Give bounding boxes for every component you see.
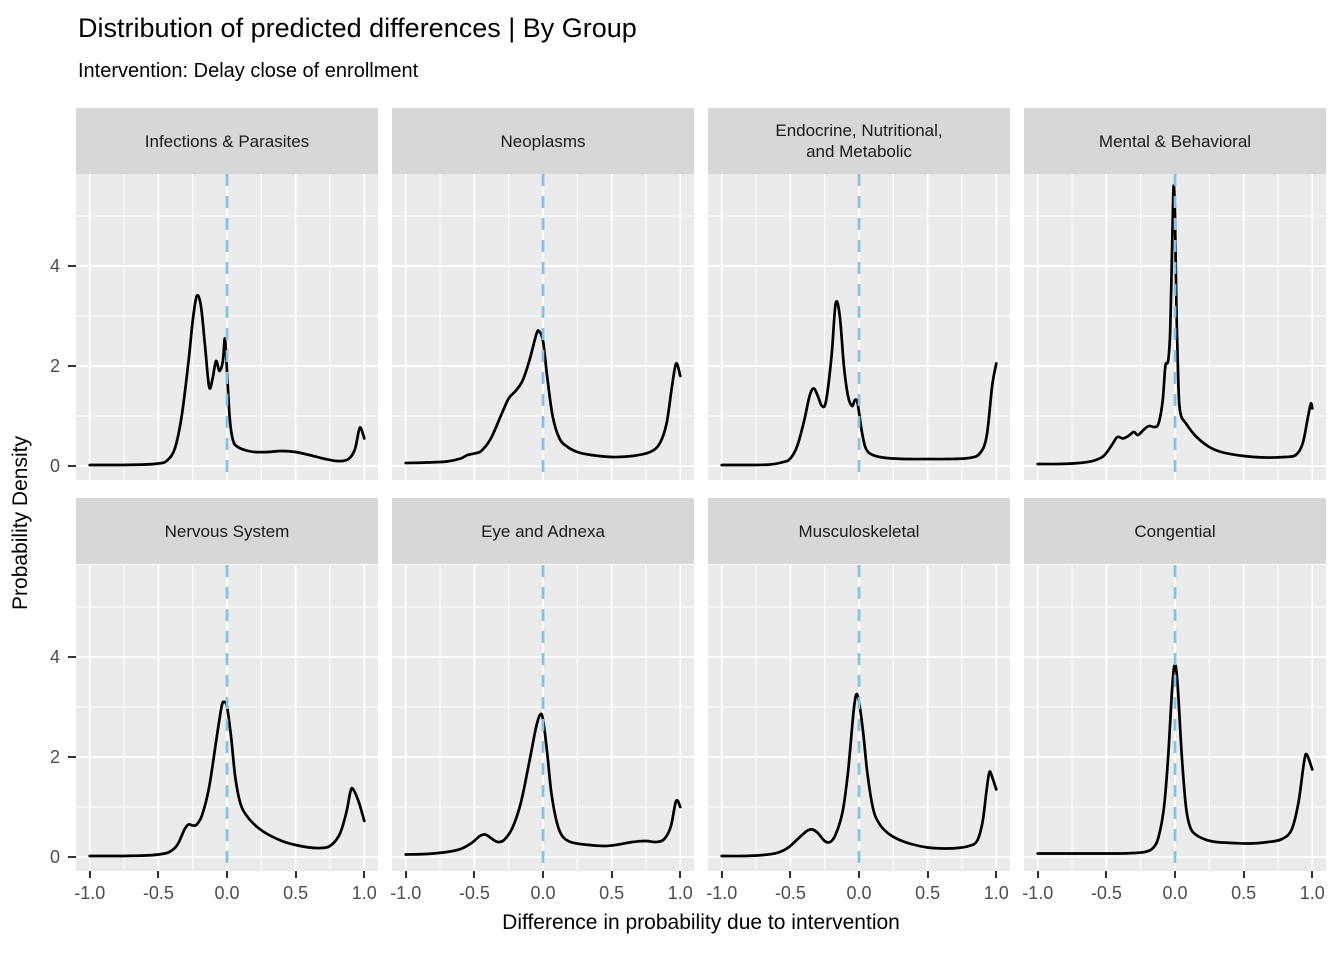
facet-strip-congential: Congential [1024, 498, 1326, 564]
x-tick-label: -0.5 [458, 883, 490, 903]
x-tick-label: 0.5 [1231, 883, 1257, 903]
x-tick-mark [294, 871, 297, 878]
x-tick-label: -1.0 [706, 883, 738, 903]
density-curve-mental-behavioral [1036, 183, 1314, 466]
x-tick-label: 0.5 [915, 883, 941, 903]
chart-title: Distribution of predicted differences | … [78, 13, 637, 43]
x-tick-mark [404, 871, 407, 878]
y-tick-mark [68, 656, 76, 658]
facet-panel-infections-parasites [76, 174, 378, 480]
facet-strip-infections-parasites: Infections & Parasites [76, 108, 378, 174]
facet-strip-label: Infections & Parasites [144, 131, 310, 151]
chart-subtitle: Intervention: Delay close of enrollment [78, 60, 419, 82]
facet-panel-mental-behavioral [1024, 174, 1326, 480]
y-tick-mark [68, 856, 76, 858]
facet-strip-label: Neoplasms [500, 131, 586, 151]
density-curve-nervous-system [88, 700, 366, 858]
facet-strip-label: Mental & Behavioral [1098, 131, 1252, 151]
x-tick-mark [789, 871, 792, 878]
y-tick-label: 4 [49, 647, 60, 667]
density-curve-infections-parasites [88, 293, 366, 467]
x-tick-label: 1.0 [983, 883, 1009, 903]
facet-strip-label: Congential [1134, 521, 1216, 541]
x-tick-mark [720, 871, 723, 878]
x-tick-mark [473, 871, 476, 878]
x-tick-label: 1.0 [1299, 883, 1325, 903]
facet-panel-endocrine-nutritional-and-metabolic [708, 174, 1010, 480]
x-tick-label: -0.5 [142, 883, 174, 903]
density-curve-neoplasms [404, 329, 682, 465]
x-tick-mark [1311, 871, 1314, 878]
facet-strip-nervous-system: Nervous System [76, 498, 378, 564]
y-tick-label: 2 [49, 747, 60, 767]
facet-panel-neoplasms [392, 174, 694, 480]
y-tick-label: 0 [49, 847, 60, 867]
x-tick-mark [1174, 871, 1176, 878]
x-tick-label: 1.0 [667, 883, 693, 903]
x-tick-label: -1.0 [1022, 883, 1054, 903]
x-tick-label: -0.5 [774, 883, 806, 903]
facet-strip-mental-behavioral: Mental & Behavioral [1024, 108, 1326, 174]
x-tick-label: 0.0 [1162, 883, 1188, 903]
x-axis-title: Difference in probability due to interve… [502, 911, 900, 934]
density-curve-endocrine-nutritional-and-metabolic [720, 299, 998, 467]
y-tick-mark [68, 465, 76, 467]
x-tick-label: -1.0 [74, 883, 106, 903]
facet-strip-eye-and-adnexa: Eye and Adnexa [392, 498, 694, 564]
density-curve-congential [1036, 663, 1314, 855]
facet-strip-label: Musculoskeletal [798, 521, 920, 541]
x-tick-mark [542, 871, 544, 878]
x-tick-label: 0.5 [599, 883, 625, 903]
x-tick-label: 0.0 [846, 883, 872, 903]
x-tick-mark [157, 871, 160, 878]
y-tick-mark [68, 756, 76, 758]
y-tick-label: 4 [49, 256, 60, 276]
density-curve-musculoskeletal [720, 692, 998, 858]
facet-strip-endocrine-nutritional-and-metabolic: Endocrine, Nutritional, and Metabolic [708, 108, 1010, 174]
x-tick-mark [858, 871, 860, 878]
x-tick-mark [610, 871, 613, 878]
x-tick-mark [363, 871, 366, 878]
x-tick-label: -1.0 [390, 883, 422, 903]
facet-panel-congential [1024, 565, 1326, 871]
facet-strip-musculoskeletal: Musculoskeletal [708, 498, 1010, 564]
x-tick-mark [226, 871, 228, 878]
x-tick-mark [995, 871, 998, 878]
x-tick-label: -0.5 [1090, 883, 1122, 903]
facet-panel-nervous-system [76, 565, 378, 871]
y-tick-mark [68, 265, 76, 267]
facet-strip-label: Endocrine, Nutritional, and Metabolic [775, 121, 943, 161]
x-tick-label: 0.0 [530, 883, 556, 903]
facet-panel-musculoskeletal [708, 565, 1010, 871]
x-tick-label: 0.0 [214, 883, 240, 903]
x-tick-mark [926, 871, 929, 878]
x-tick-mark [88, 871, 91, 878]
y-tick-mark [68, 365, 76, 367]
x-tick-mark [679, 871, 682, 878]
x-tick-label: 0.5 [283, 883, 309, 903]
facet-strip-label: Nervous System [164, 521, 290, 541]
x-tick-label: 1.0 [351, 883, 377, 903]
facet-strip-label: Eye and Adnexa [481, 521, 605, 541]
y-tick-label: 2 [49, 356, 60, 376]
x-tick-mark [1105, 871, 1108, 878]
facet-strip-neoplasms: Neoplasms [392, 108, 694, 174]
y-tick-label: 0 [49, 456, 60, 476]
x-tick-mark [1036, 871, 1039, 878]
facet-panel-eye-and-adnexa [392, 565, 694, 871]
x-tick-mark [1242, 871, 1245, 878]
